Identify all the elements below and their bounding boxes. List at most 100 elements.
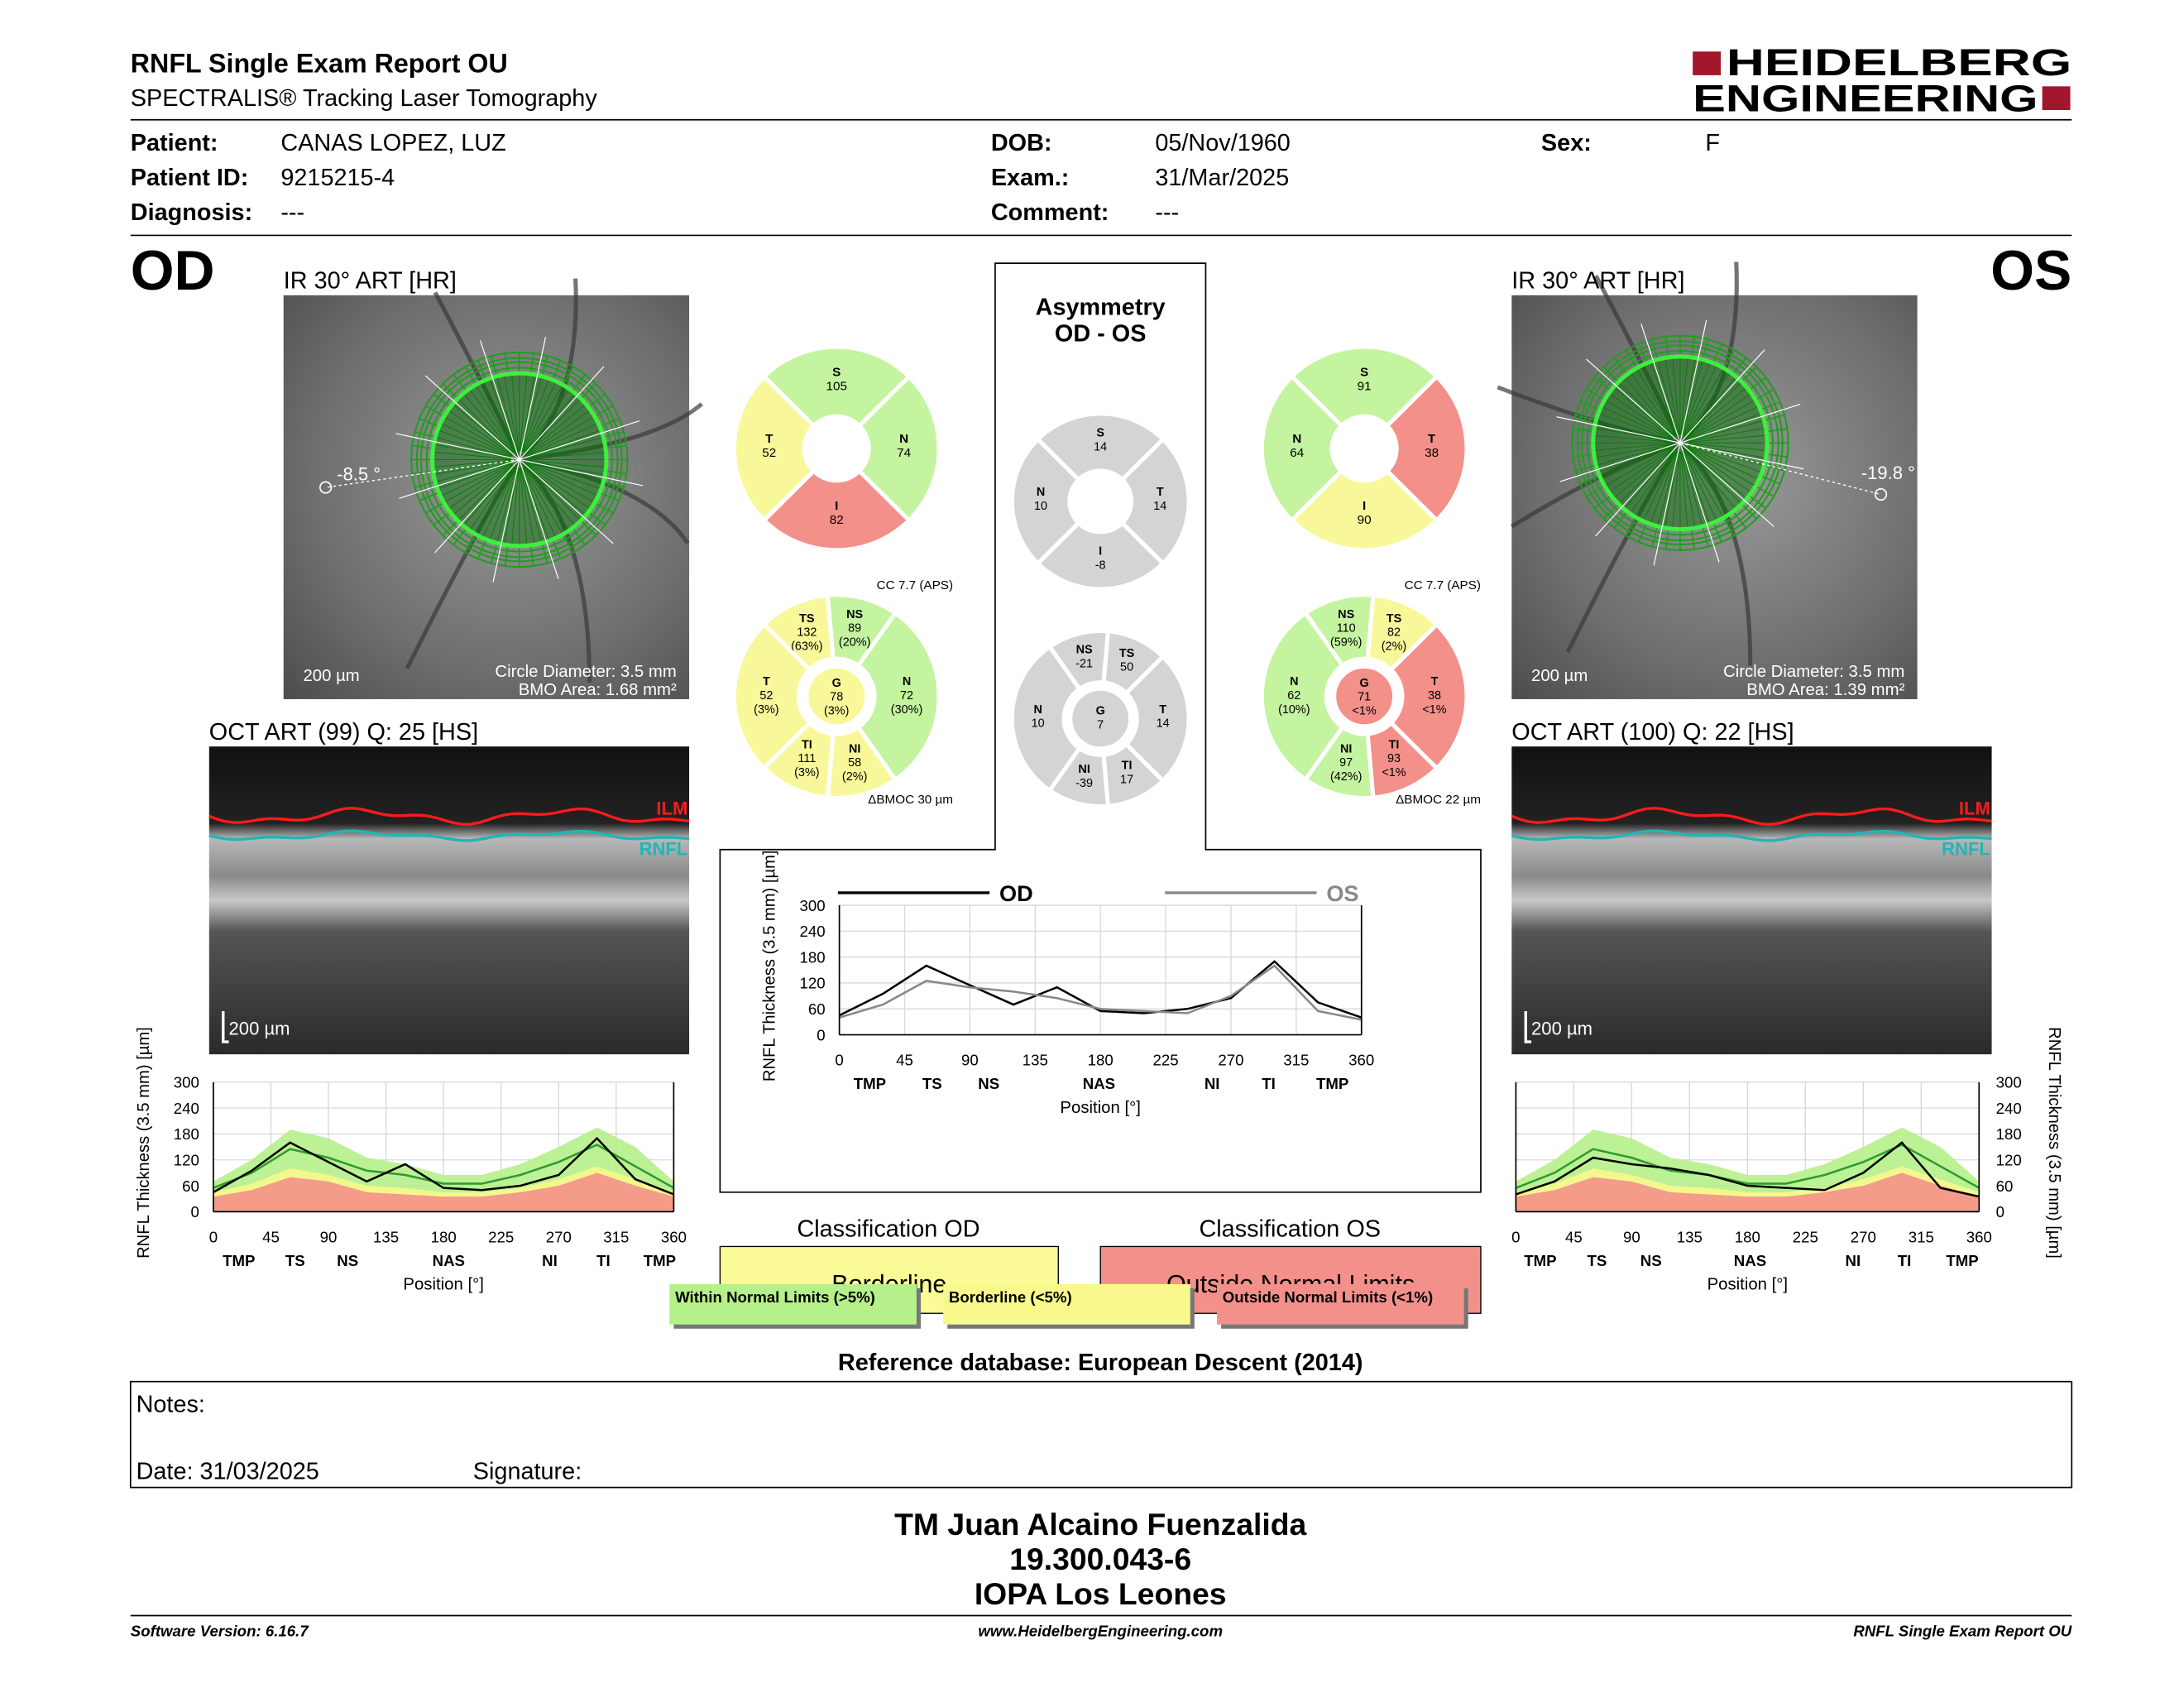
sector-line (1679, 443, 1720, 563)
rnfl-label: RNFL (1942, 839, 1990, 860)
angle-label: -19.8 ° (1861, 463, 1915, 483)
scan-line (524, 393, 576, 454)
sector (731, 373, 817, 524)
sector-label: T (1431, 675, 1439, 688)
sector-pct: (59%) (1330, 636, 1362, 650)
logo-mark (1693, 51, 1722, 75)
sector-value: 82 (830, 513, 844, 527)
ring (1577, 340, 1784, 546)
x-tick-label: 270 (546, 1228, 572, 1245)
x-tick-label: 45 (896, 1052, 913, 1069)
scale-bar (222, 1010, 229, 1043)
scan-line (524, 465, 582, 521)
scan-line (475, 466, 516, 535)
scan-line (457, 398, 514, 454)
scan-line (527, 451, 606, 460)
scan-line (1596, 420, 1673, 442)
scan-line (525, 410, 592, 456)
classification-title: Classification OD (797, 1216, 979, 1243)
field-value: 05/Nov/1960 (1155, 130, 1291, 156)
footer-text: RNFL Single Exam Report OU (1853, 1623, 2072, 1640)
image-title: IR 30° ART [HR] (284, 268, 457, 295)
sector-value: 105 (826, 379, 846, 393)
scan-line (1688, 420, 1765, 442)
ring (425, 367, 613, 553)
x-axis-label: Position [°] (403, 1276, 483, 1294)
scan-line (1642, 450, 1678, 522)
sector-line (519, 459, 559, 579)
sector-tick-label: TMP (1316, 1075, 1348, 1092)
sector-value: 10 (1032, 717, 1045, 731)
scan-line (1623, 376, 1675, 437)
scan-line (1618, 381, 1675, 438)
bmo-info: BMO Area: 1.68 mm² (519, 681, 677, 699)
sector (1259, 610, 1346, 783)
sector (1384, 373, 1469, 524)
sector-tick-label: TI (1898, 1252, 1912, 1269)
sector-pct: (2%) (842, 770, 867, 784)
sector-tick-label: TI (596, 1252, 611, 1269)
scan-line (469, 466, 515, 531)
norm-band (1516, 1172, 1980, 1212)
y-tick-label: 180 (174, 1125, 199, 1143)
sector-label: S (1096, 427, 1104, 440)
center-sector (1333, 665, 1396, 727)
fovea-line (1679, 442, 1881, 496)
scale-bar (1524, 1010, 1532, 1043)
sector (731, 621, 813, 772)
sector-tick-label: NI (1846, 1252, 1861, 1269)
sector-tick-label: TMP (644, 1252, 676, 1269)
sector-line (519, 420, 640, 461)
scan-line (527, 462, 601, 490)
scan-line (520, 373, 528, 452)
sector (761, 344, 912, 429)
sector-line (1640, 323, 1681, 444)
scan-line (527, 444, 606, 459)
sector-tick-label: NAS (1734, 1252, 1766, 1269)
sector-label: NS (1338, 608, 1354, 621)
ilm-label: ILM (656, 798, 687, 819)
sector (1009, 644, 1083, 794)
scan-line (1608, 392, 1674, 439)
y-tick-label: 240 (1996, 1100, 2022, 1117)
scan-line (1684, 449, 1724, 518)
eye-label: OS (1990, 240, 2071, 302)
field-label: Patient ID: (131, 165, 249, 191)
rnfl-label: RNFL (639, 839, 688, 860)
series-line (839, 960, 1363, 1019)
field-value: --- (280, 199, 304, 226)
sector-value: 38 (1428, 689, 1441, 703)
scan-line (1683, 450, 1717, 522)
x-tick-label: 360 (661, 1228, 687, 1245)
scan-line (1630, 449, 1676, 515)
scan-line (475, 384, 516, 453)
sector (1101, 741, 1166, 808)
scan-line (1685, 376, 1736, 437)
reference-db: Reference database: European Descent (20… (838, 1350, 1363, 1376)
y-tick-label: 0 (1996, 1203, 2004, 1220)
ring (419, 361, 619, 559)
sector-label: T (1428, 432, 1436, 446)
x-tick-label: 360 (1966, 1228, 1992, 1245)
sector-tick-label: NI (1205, 1075, 1220, 1092)
scan-line (1687, 405, 1760, 440)
sector-tick-label: NAS (1083, 1075, 1115, 1092)
sector-tick-label: NAS (433, 1252, 465, 1269)
sector-line (1556, 416, 1681, 444)
scan-line (452, 464, 514, 516)
y-tick-label: 120 (174, 1152, 199, 1169)
scan-line (1601, 405, 1673, 440)
scan-line (440, 463, 512, 497)
sector-label: TS (799, 612, 815, 626)
scan-line (520, 374, 535, 452)
sector-line (519, 458, 644, 487)
scan-line (448, 410, 513, 456)
x-tick-label: 315 (1283, 1052, 1309, 1069)
scan-line (511, 468, 520, 546)
scan-line (1685, 448, 1742, 505)
scan-line (489, 378, 517, 453)
scan-line (440, 422, 512, 457)
sector (1123, 653, 1191, 784)
sector-value: 52 (759, 689, 773, 703)
scan-line (1664, 357, 1679, 435)
